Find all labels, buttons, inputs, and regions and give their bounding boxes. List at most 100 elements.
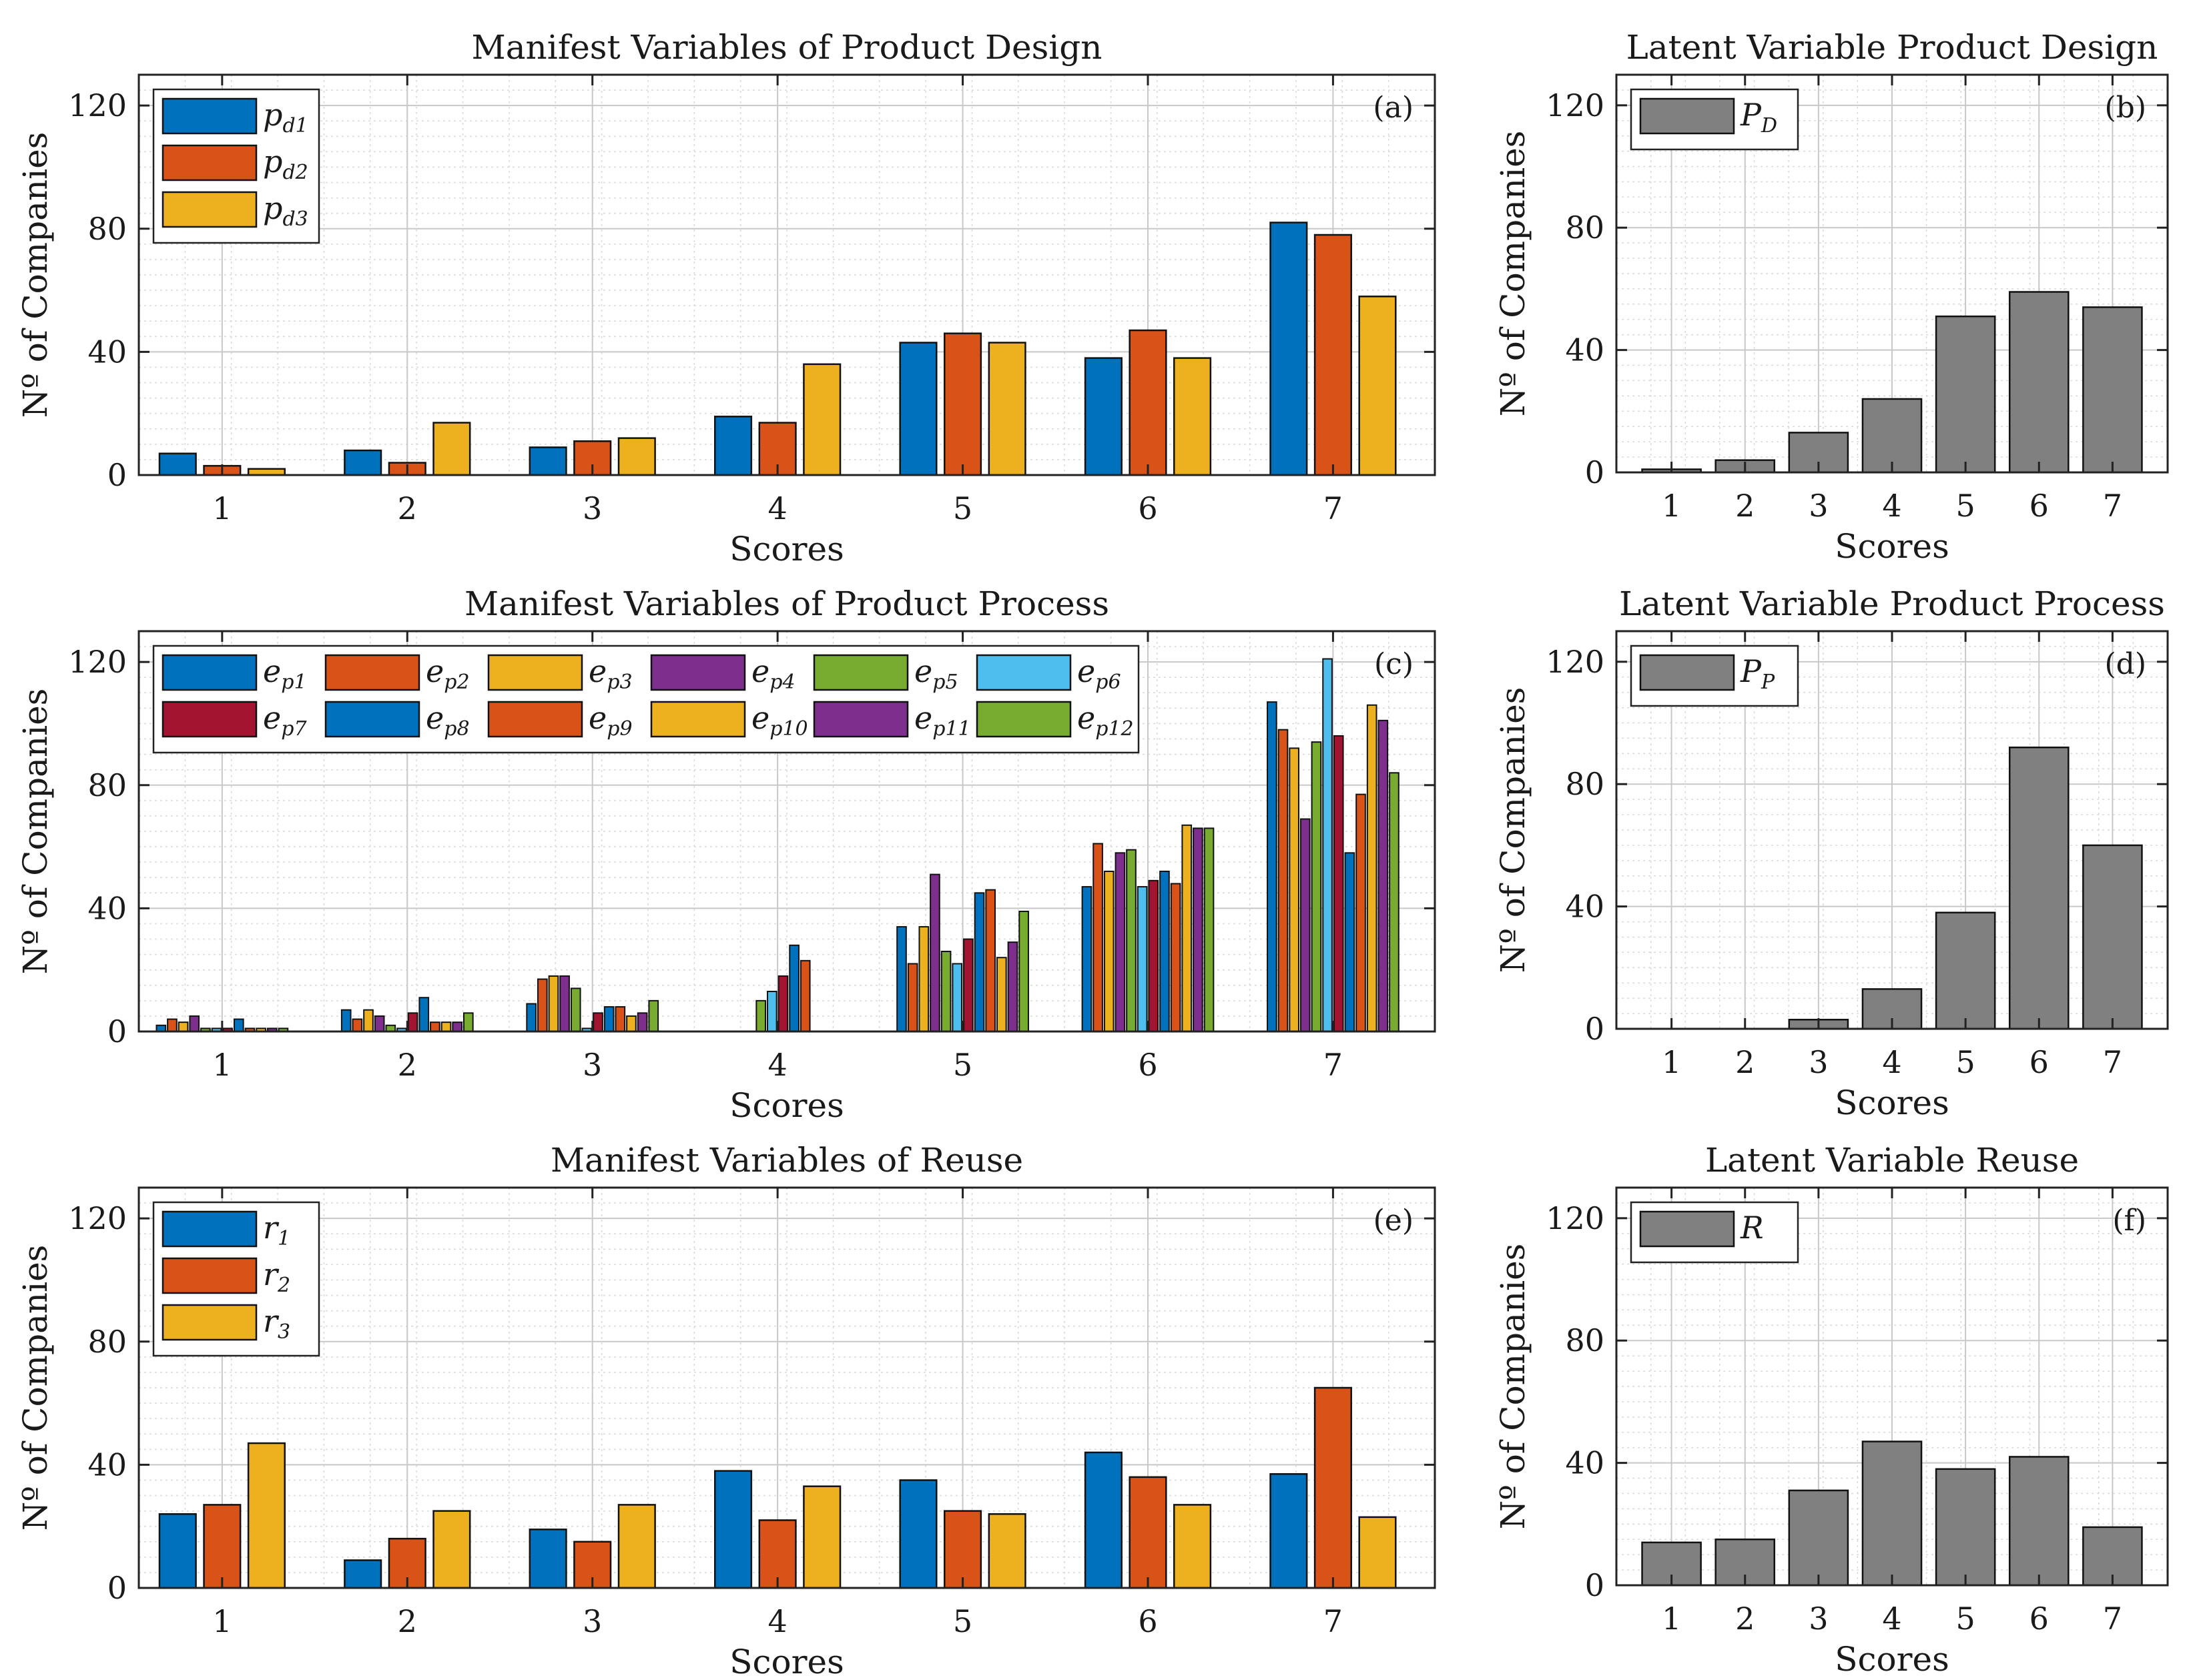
y-axis-label: Nº of Companies — [1494, 1244, 1532, 1530]
panel-tag: (d) — [2105, 647, 2147, 681]
bar-ep3-5 — [918, 926, 930, 1032]
bar-r3-5 — [988, 1513, 1026, 1589]
bar-PP-7 — [2082, 844, 2143, 1030]
bar-pd2-6 — [1129, 329, 1167, 476]
y-axis-label: Nº of Companies — [1494, 687, 1532, 973]
y-axis-label: Nº of Companies — [1494, 131, 1532, 417]
chart-title: Manifest Variables of Product Design — [472, 28, 1103, 67]
legend-main: e — [914, 700, 932, 736]
x-tick-label: 1 — [212, 1603, 232, 1639]
legend-subscript: p3 — [607, 671, 632, 694]
legend-swatch-R — [1639, 1210, 1735, 1248]
bar-pd1-4 — [713, 416, 753, 476]
legend-main: e — [426, 653, 444, 689]
legend-swatch-ep1 — [162, 654, 258, 691]
x-tick-label: 4 — [1882, 1044, 1901, 1080]
legend-label-pd2: pd2 — [263, 143, 308, 184]
chart-title: Latent Variable Reuse — [1705, 1141, 2079, 1180]
x-tick-label: 6 — [1138, 1047, 1157, 1083]
bar-pd2-7 — [1313, 234, 1352, 476]
bar-ep6-5 — [952, 963, 963, 1033]
bar-pd3-3 — [617, 437, 656, 476]
legend-main: e — [1077, 653, 1095, 689]
legend-box — [152, 645, 1140, 754]
x-tick-label: 5 — [953, 1047, 972, 1083]
bar-ep1-3 — [526, 1003, 537, 1033]
bar-r1-1 — [158, 1513, 197, 1589]
bar-ep12-2 — [462, 1012, 474, 1033]
bar-ep2-2 — [352, 1018, 363, 1032]
bar-ep2-6 — [1092, 843, 1103, 1032]
x-tick-label: 3 — [583, 490, 602, 526]
bar-pd3-6 — [1173, 357, 1212, 476]
legend-main: r — [263, 1210, 280, 1246]
x-tick-label: 6 — [1138, 490, 1157, 526]
y-tick-label: 120 — [1546, 644, 1604, 680]
x-tick-label: 4 — [767, 1603, 787, 1639]
legend-label-ep5: ep5 — [914, 653, 958, 694]
legend: R — [1630, 1201, 1799, 1264]
bar-ep6-4 — [766, 991, 777, 1032]
bar-ep3-2 — [363, 1009, 374, 1032]
bar-R-3 — [1788, 1489, 1849, 1587]
bar-PP-6 — [2008, 746, 2070, 1030]
legend-label-pd1: pd1 — [263, 97, 308, 137]
legend-subscript: p8 — [444, 717, 469, 741]
legend-main: P — [1740, 653, 1762, 689]
bar-ep7-3 — [593, 1012, 603, 1033]
bar-ep8-2 — [418, 997, 430, 1032]
bar-pd1-1 — [158, 452, 197, 476]
y-tick-label: 120 — [68, 87, 127, 123]
bar-ep3-1 — [178, 1021, 189, 1032]
bar-ep11-5 — [1007, 941, 1018, 1032]
x-tick-label: 3 — [1809, 1601, 1828, 1637]
legend-subscript: d3 — [282, 207, 308, 231]
x-tick-label: 2 — [1735, 1601, 1755, 1637]
x-tick-label: 5 — [1955, 1044, 1975, 1080]
legend-subscript: p9 — [607, 717, 632, 741]
y-tick-label: 0 — [107, 1013, 127, 1049]
bar-ep9-4 — [800, 959, 811, 1033]
legend-label-r1: r1 — [263, 1210, 290, 1250]
x-tick-label: 3 — [1809, 1044, 1828, 1080]
legend-swatch-pd1 — [162, 97, 258, 135]
bar-ep3-6 — [1103, 871, 1115, 1032]
legend-main: p — [263, 143, 282, 179]
bar-ep9-2 — [430, 1021, 440, 1032]
x-tick-label: 7 — [2103, 1044, 2122, 1080]
legend-label-ep1: ep1 — [263, 653, 307, 694]
bar-ep8-1 — [233, 1018, 244, 1032]
axes-frame — [137, 1186, 1436, 1589]
bar-PD-6 — [2008, 291, 2070, 474]
x-tick-label: 2 — [398, 490, 417, 526]
bar-ep8-7 — [1344, 852, 1355, 1033]
bar-PD-5 — [1935, 315, 1996, 474]
panel-tag: (b) — [2105, 91, 2147, 125]
bar-pd1-5 — [899, 342, 938, 476]
bar-ep4-6 — [1115, 852, 1126, 1033]
legend-main: e — [751, 700, 769, 736]
bar-r1-7 — [1269, 1473, 1308, 1589]
x-axis-label: Scores — [1835, 1640, 1949, 1679]
x-tick-label: 4 — [1882, 1601, 1901, 1637]
y-axis-label: Nº of Companies — [16, 1245, 55, 1531]
legend-main: e — [263, 700, 281, 736]
panel-tag: (a) — [1373, 91, 1414, 125]
bar-ep4-3 — [559, 975, 570, 1033]
bar-ep2-1 — [167, 1018, 178, 1032]
legend-main: e — [751, 653, 769, 689]
bar-ep5-4 — [755, 999, 766, 1033]
x-tick-label: 2 — [1735, 488, 1755, 524]
legend-subscript: p1 — [281, 671, 306, 694]
chart-title: Latent Variable Product Process — [1619, 584, 2165, 623]
legend-subscript: d2 — [282, 161, 308, 184]
bar-ep10-7 — [1366, 704, 1377, 1033]
bar-ep6-6 — [1137, 886, 1148, 1032]
x-tick-label: 4 — [767, 1047, 787, 1083]
bar-r1-2 — [344, 1559, 382, 1589]
legend-subscript: p11 — [932, 717, 970, 741]
y-tick-label: 0 — [107, 1570, 127, 1606]
y-tick-label: 120 — [1546, 87, 1604, 123]
y-tick-label: 120 — [68, 1200, 127, 1236]
